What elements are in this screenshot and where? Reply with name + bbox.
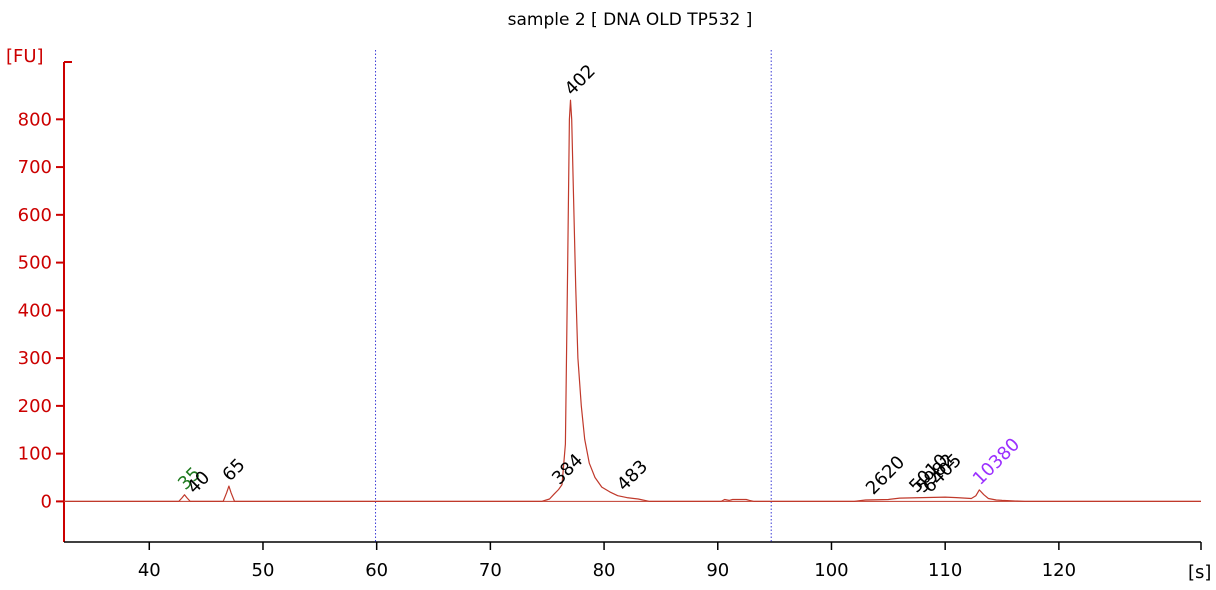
y-tick-label: 600 (18, 205, 52, 226)
trace-group (64, 99, 1201, 502)
x-tick-label: 40 (138, 560, 161, 581)
y-tick-label: 300 (18, 348, 52, 369)
x-tick-label: 90 (706, 560, 729, 581)
y-tick-label: 100 (18, 444, 52, 465)
peak-label: 10380 (969, 434, 1024, 489)
peak-label: 483 (613, 456, 652, 495)
peak-label: 384 (548, 450, 587, 489)
x-axis-label: [s] (1188, 562, 1211, 583)
y-tick-label: 0 (41, 491, 52, 512)
fluorescence-trace (64, 99, 1201, 502)
axis-ticks: 0 100 200 300 400 500 600 700 800 40 50 60 70 80 90 100… (18, 109, 1076, 581)
x-tick-label: 60 (365, 560, 388, 581)
x-tick-label: 110 (928, 560, 962, 581)
y-axis-label: [FU] (6, 46, 44, 67)
x-tick-label: 50 (252, 560, 275, 581)
y-tick-label: 800 (18, 109, 52, 130)
y-tick-label: 400 (18, 300, 52, 321)
y-tick-label: 700 (18, 157, 52, 178)
peak-label: 65 (218, 455, 249, 486)
x-tick-label: 70 (479, 560, 502, 581)
peak-label: 2620 (862, 452, 909, 499)
marker-lines (375, 50, 772, 542)
y-tick-label: 200 (18, 396, 52, 417)
x-tick-label: 120 (1042, 560, 1076, 581)
peak-label: 402 (561, 61, 600, 100)
y-tick-label: 500 (18, 253, 52, 274)
chart-title: sample 2 [ DNA OLD TP532 ] (508, 10, 753, 30)
x-tick-label: 80 (593, 560, 616, 581)
x-tick-label: 100 (814, 560, 848, 581)
